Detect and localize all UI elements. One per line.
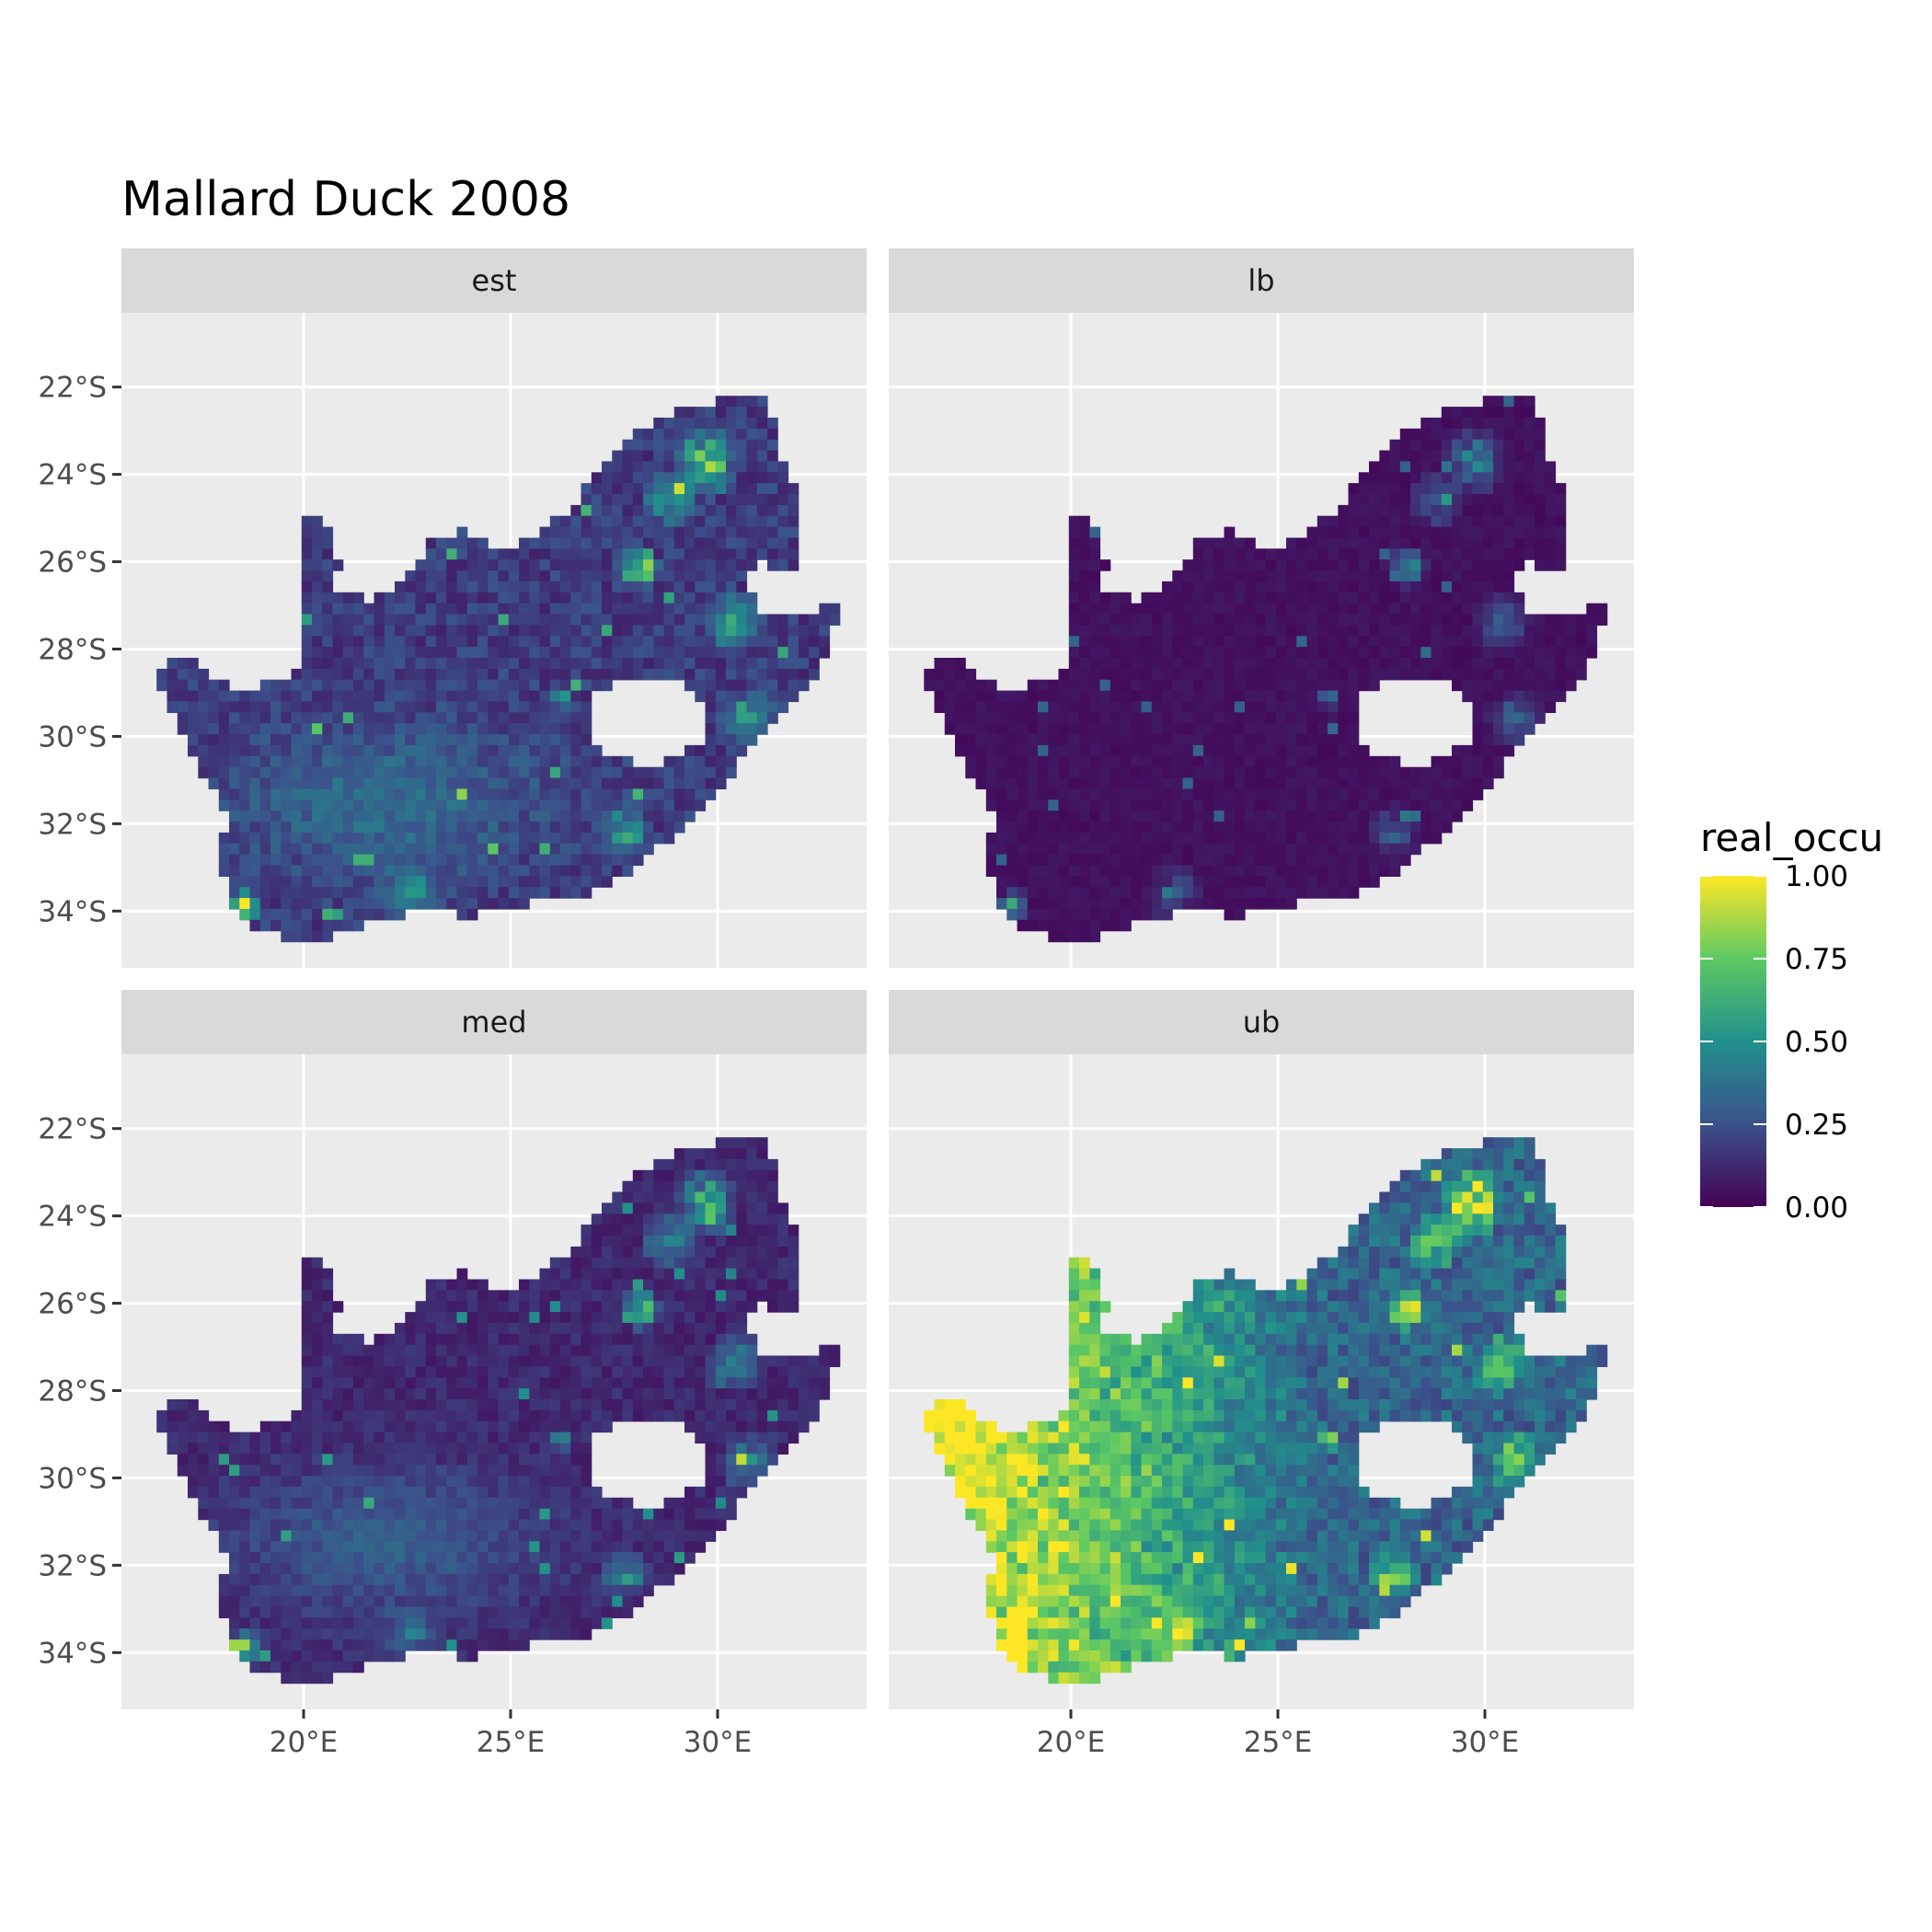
legend-tick-label: 1.00 (1785, 860, 1848, 893)
y-tick-label: 32°S (38, 808, 107, 841)
y-tick-label: 24°S (38, 1201, 107, 1234)
y-tick-label: 26°S (38, 546, 107, 580)
facet-panel-est: est 22°S 24°S 26°S 28°S 30°S 32°S 34°S (38, 248, 867, 968)
chart-title: Mallard Duck 2008 (121, 172, 570, 227)
x-tick-label: 25°E (477, 1726, 546, 1759)
facet-panel-lb: lb (889, 248, 1634, 968)
occupancy-raster (924, 1137, 1608, 1685)
x-tick-label: 20°E (1037, 1726, 1106, 1759)
facet-panel-ub: ub 20°E 25°E 30°E (889, 990, 1634, 1759)
y-tick-label: 28°S (38, 1374, 107, 1408)
color-legend: real_occu 0.00 0.25 0.50 0.75 1.00 (1700, 815, 1883, 1225)
y-tick-label: 22°S (38, 1113, 107, 1146)
y-tick-label: 30°S (38, 720, 107, 753)
y-tick-label: 32°S (38, 1549, 107, 1582)
facet-panel-med: med 22°S 24°S 26°S 28°S 30°S 32°S 34°S 20°E 25°E 3… (38, 990, 867, 1759)
occupancy-raster (924, 396, 1608, 943)
occupancy-raster (156, 396, 841, 943)
x-tick-label: 25°E (1244, 1726, 1313, 1759)
legend-tick-label: 0.25 (1785, 1109, 1848, 1142)
legend-tick-label: 0.75 (1785, 943, 1848, 976)
x-tick-label: 20°E (270, 1726, 339, 1759)
x-tick-label: 30°E (684, 1726, 753, 1759)
facet-strip-label: med (461, 1005, 526, 1040)
y-tick-label: 34°S (38, 1637, 107, 1670)
facet-strip (121, 248, 867, 313)
y-tick-label: 28°S (38, 633, 107, 666)
facet-strip-label: est (472, 263, 517, 298)
facet-strip (121, 990, 867, 1054)
facet-strip-label: lb (1248, 263, 1274, 298)
facet-panels: est 22°S 24°S 26°S 28°S 30°S 32°S 34°S lb med 22°S… (38, 248, 1634, 1759)
x-tick-label: 30°E (1451, 1726, 1520, 1759)
occupancy-raster (156, 1137, 841, 1685)
facet-strip (889, 248, 1634, 313)
y-tick-label: 24°S (38, 459, 107, 492)
y-tick-label: 22°S (38, 372, 107, 405)
y-tick-label: 26°S (38, 1288, 107, 1321)
y-tick-label: 30°S (38, 1462, 107, 1495)
facet-strip (889, 990, 1634, 1054)
y-tick-label: 34°S (38, 895, 107, 928)
legend-tick-label: 0.00 (1785, 1191, 1848, 1225)
facet-strip-label: ub (1243, 1005, 1281, 1040)
legend-title: real_occu (1700, 815, 1883, 860)
legend-tick-label: 0.50 (1785, 1026, 1848, 1059)
